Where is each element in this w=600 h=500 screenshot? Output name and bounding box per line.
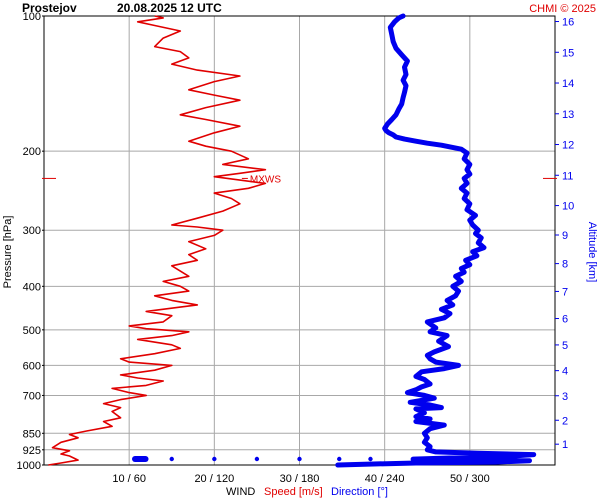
wind-tick-label: 30 / 180 — [280, 473, 320, 485]
credit-label: CHMI © 2025 — [529, 3, 596, 15]
grid-lines — [44, 16, 555, 465]
altitude-tick-label: 12 — [562, 140, 574, 152]
direction-line — [335, 13, 537, 468]
wind-tick-label: 10 / 60 — [112, 473, 146, 485]
wind-tick-label: 50 / 300 — [450, 473, 490, 485]
pressure-tick-label: 400 — [23, 281, 41, 293]
direction-point — [212, 456, 217, 462]
speed-line — [48, 15, 267, 466]
altitude-tick-label: 16 — [562, 17, 574, 29]
altitude-tick-label: 1 — [562, 439, 568, 451]
altitude-tick-label: 13 — [562, 109, 574, 121]
wind-tick-label: 20 / 120 — [194, 473, 234, 485]
altitude-tick-label: 6 — [562, 314, 568, 326]
station-name: Prostejov — [22, 1, 77, 15]
speed-axis-label: Speed [m/s] — [264, 486, 323, 498]
pressure-tick-label: 100 — [23, 11, 41, 23]
altitude-tick-label: 4 — [562, 366, 568, 378]
pressure-tick-label: 300 — [23, 225, 41, 237]
altitude-tick-label: 15 — [562, 47, 574, 59]
altitude-tick-label: 8 — [562, 259, 568, 271]
wind-tick-label: 40 / 240 — [365, 473, 405, 485]
plot-border — [43, 15, 556, 466]
altitude-tick-label: 7 — [562, 286, 568, 298]
direction-point — [368, 456, 373, 462]
pressure-tick-label: 700 — [23, 390, 41, 402]
altitude-tick-label: 9 — [562, 230, 568, 242]
series-layer — [48, 13, 537, 468]
pressure-tick-label: 500 — [23, 325, 41, 337]
direction-point — [337, 456, 342, 462]
altitude-tick-label: 10 — [562, 201, 574, 213]
pressure-tick-label: 850 — [23, 428, 41, 440]
altitude-tick-label: 14 — [562, 78, 574, 90]
altitude-tick-label: 3 — [562, 391, 568, 403]
wind-ticks: 10 / 60 20 / 120 30 / 180 40 / 240 50 / 300 — [112, 473, 489, 485]
pressure-tick-label: 1000 — [17, 460, 41, 472]
direction-axis-label: Direction [°] — [331, 486, 388, 498]
direction-point — [138, 456, 143, 462]
altitude-tick-label: 11 — [562, 170, 573, 182]
altitude-tick-label: 5 — [562, 340, 568, 352]
altitude-axis-label: Altitude [km] — [586, 222, 598, 283]
direction-point — [297, 456, 302, 462]
pressure-ticks: 100 200 300 400 500 600 700 850 925 1000 — [17, 11, 44, 472]
direction-point — [169, 456, 174, 462]
sounding-datetime: 20.08.2025 12 UTC — [117, 1, 222, 15]
altitude-tick-label: 2 — [562, 415, 568, 427]
pressure-tick-label: 600 — [23, 360, 41, 372]
mxws-label: MXWS — [250, 174, 281, 185]
wind-axis-label: WIND — [226, 486, 255, 498]
pressure-tick-label: 200 — [23, 146, 41, 158]
plot-frame — [43, 15, 556, 466]
pressure-axis-label: Pressure [hPa] — [2, 216, 14, 289]
pressure-tick-label: 925 — [23, 445, 41, 457]
direction-point — [254, 456, 260, 462]
